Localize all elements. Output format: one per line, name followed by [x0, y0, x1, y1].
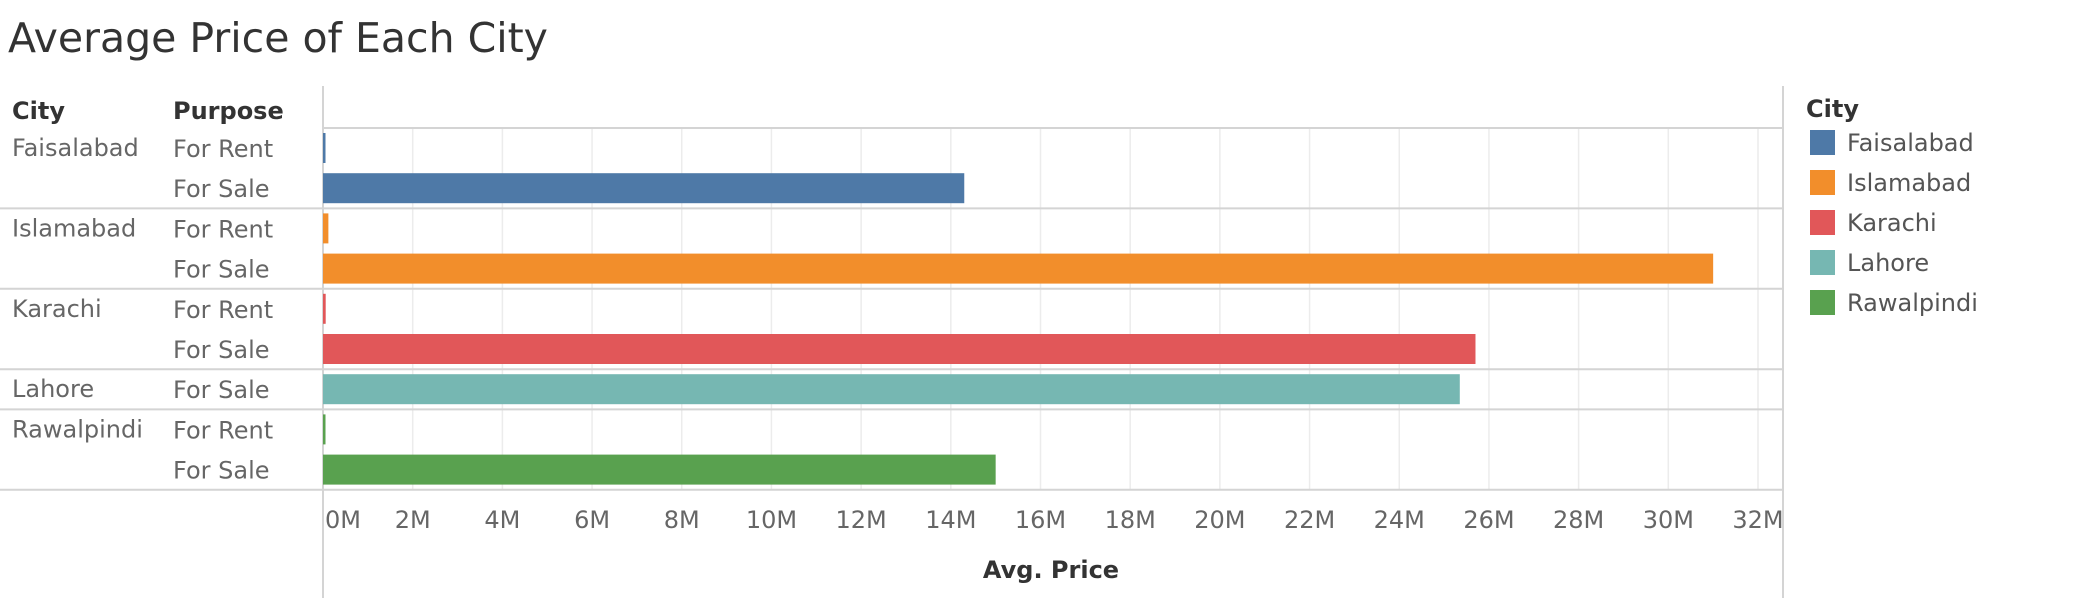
- bar-karachi-for-rent: [323, 293, 326, 324]
- x-tick-label: 20M: [1194, 506, 1245, 534]
- legend-item-label: Karachi: [1847, 209, 1937, 237]
- row-label-purpose: For Sale: [173, 175, 270, 203]
- legend-swatch: [1810, 290, 1835, 315]
- legend-item-label: Faisalabad: [1847, 129, 1974, 157]
- legend: Faisalabad Islamabad Karachi Lahore Rawalpin…: [1810, 129, 1978, 317]
- row-label-purpose: For Rent: [173, 416, 273, 444]
- row-header-city: City: [12, 97, 65, 125]
- row-label-purpose: For Sale: [173, 457, 270, 485]
- x-tick-label: 10M: [746, 506, 797, 534]
- bar-lahore-for-sale: [323, 374, 1460, 405]
- x-tick-label: 14M: [925, 506, 976, 534]
- row-label-city: Karachi: [12, 295, 102, 323]
- row-label-purpose: For Sale: [173, 376, 270, 404]
- legend-swatch: [1810, 130, 1835, 155]
- row-label-purpose: For Rent: [173, 215, 273, 243]
- row-label-purpose: For Rent: [173, 296, 273, 324]
- legend-swatch: [1810, 210, 1835, 235]
- row-label-purpose: For Rent: [173, 135, 273, 163]
- x-axis-title: Avg. Price: [983, 556, 1119, 584]
- legend-item-label: Rawalpindi: [1847, 289, 1978, 317]
- legend-swatch: [1810, 170, 1835, 195]
- bars: [323, 133, 1714, 485]
- x-tick-label: 2M: [395, 506, 431, 534]
- x-tick-label: 18M: [1105, 506, 1156, 534]
- row-label-city: Islamabad: [12, 214, 136, 242]
- x-tick-label: 12M: [836, 506, 887, 534]
- x-tick-label: 26M: [1463, 506, 1514, 534]
- bar-faisalabad-for-sale: [323, 173, 965, 204]
- row-label-city: Lahore: [12, 375, 94, 403]
- x-tick-label: 8M: [664, 506, 700, 534]
- legend-swatch: [1810, 250, 1835, 275]
- x-axis: 0M 2M 4M 6M 8M 10M 12M 14M 16M 18M 20M 22M 24M 26M 28M…: [325, 506, 1784, 534]
- bar-rawalpindi-for-sale: [323, 454, 996, 485]
- x-tick-label: 28M: [1553, 506, 1604, 534]
- row-labels: Faisalabad For Rent For Sale Islamabad For R…: [12, 134, 273, 485]
- row-label-purpose: For Sale: [173, 336, 270, 364]
- row-label-city: Rawalpindi: [12, 415, 143, 443]
- bar-karachi-for-sale: [323, 334, 1476, 364]
- x-tick-label: 4M: [484, 506, 520, 534]
- legend-title: City: [1806, 95, 1859, 123]
- row-label-city: Faisalabad: [12, 134, 139, 162]
- x-tick-label: 16M: [1015, 506, 1066, 534]
- x-tick-label: 32M: [1732, 506, 1783, 534]
- row-header-purpose: Purpose: [173, 97, 284, 125]
- x-tick-label: 22M: [1284, 506, 1335, 534]
- bar-islamabad-for-rent: [323, 213, 329, 244]
- x-tick-label: 0M: [325, 506, 361, 534]
- legend-item-label: Islamabad: [1847, 169, 1971, 197]
- chart-title: Average Price of Each City: [8, 14, 548, 62]
- bar-faisalabad-for-rent: [323, 133, 326, 163]
- x-tick-label: 6M: [574, 506, 610, 534]
- legend-item-label: Lahore: [1847, 249, 1929, 277]
- x-tick-label: 24M: [1374, 506, 1425, 534]
- x-tick-label: 30M: [1643, 506, 1694, 534]
- bar-islamabad-for-sale: [323, 253, 1714, 284]
- row-label-purpose: For Sale: [173, 256, 270, 284]
- bar-rawalpindi-for-rent: [323, 414, 326, 445]
